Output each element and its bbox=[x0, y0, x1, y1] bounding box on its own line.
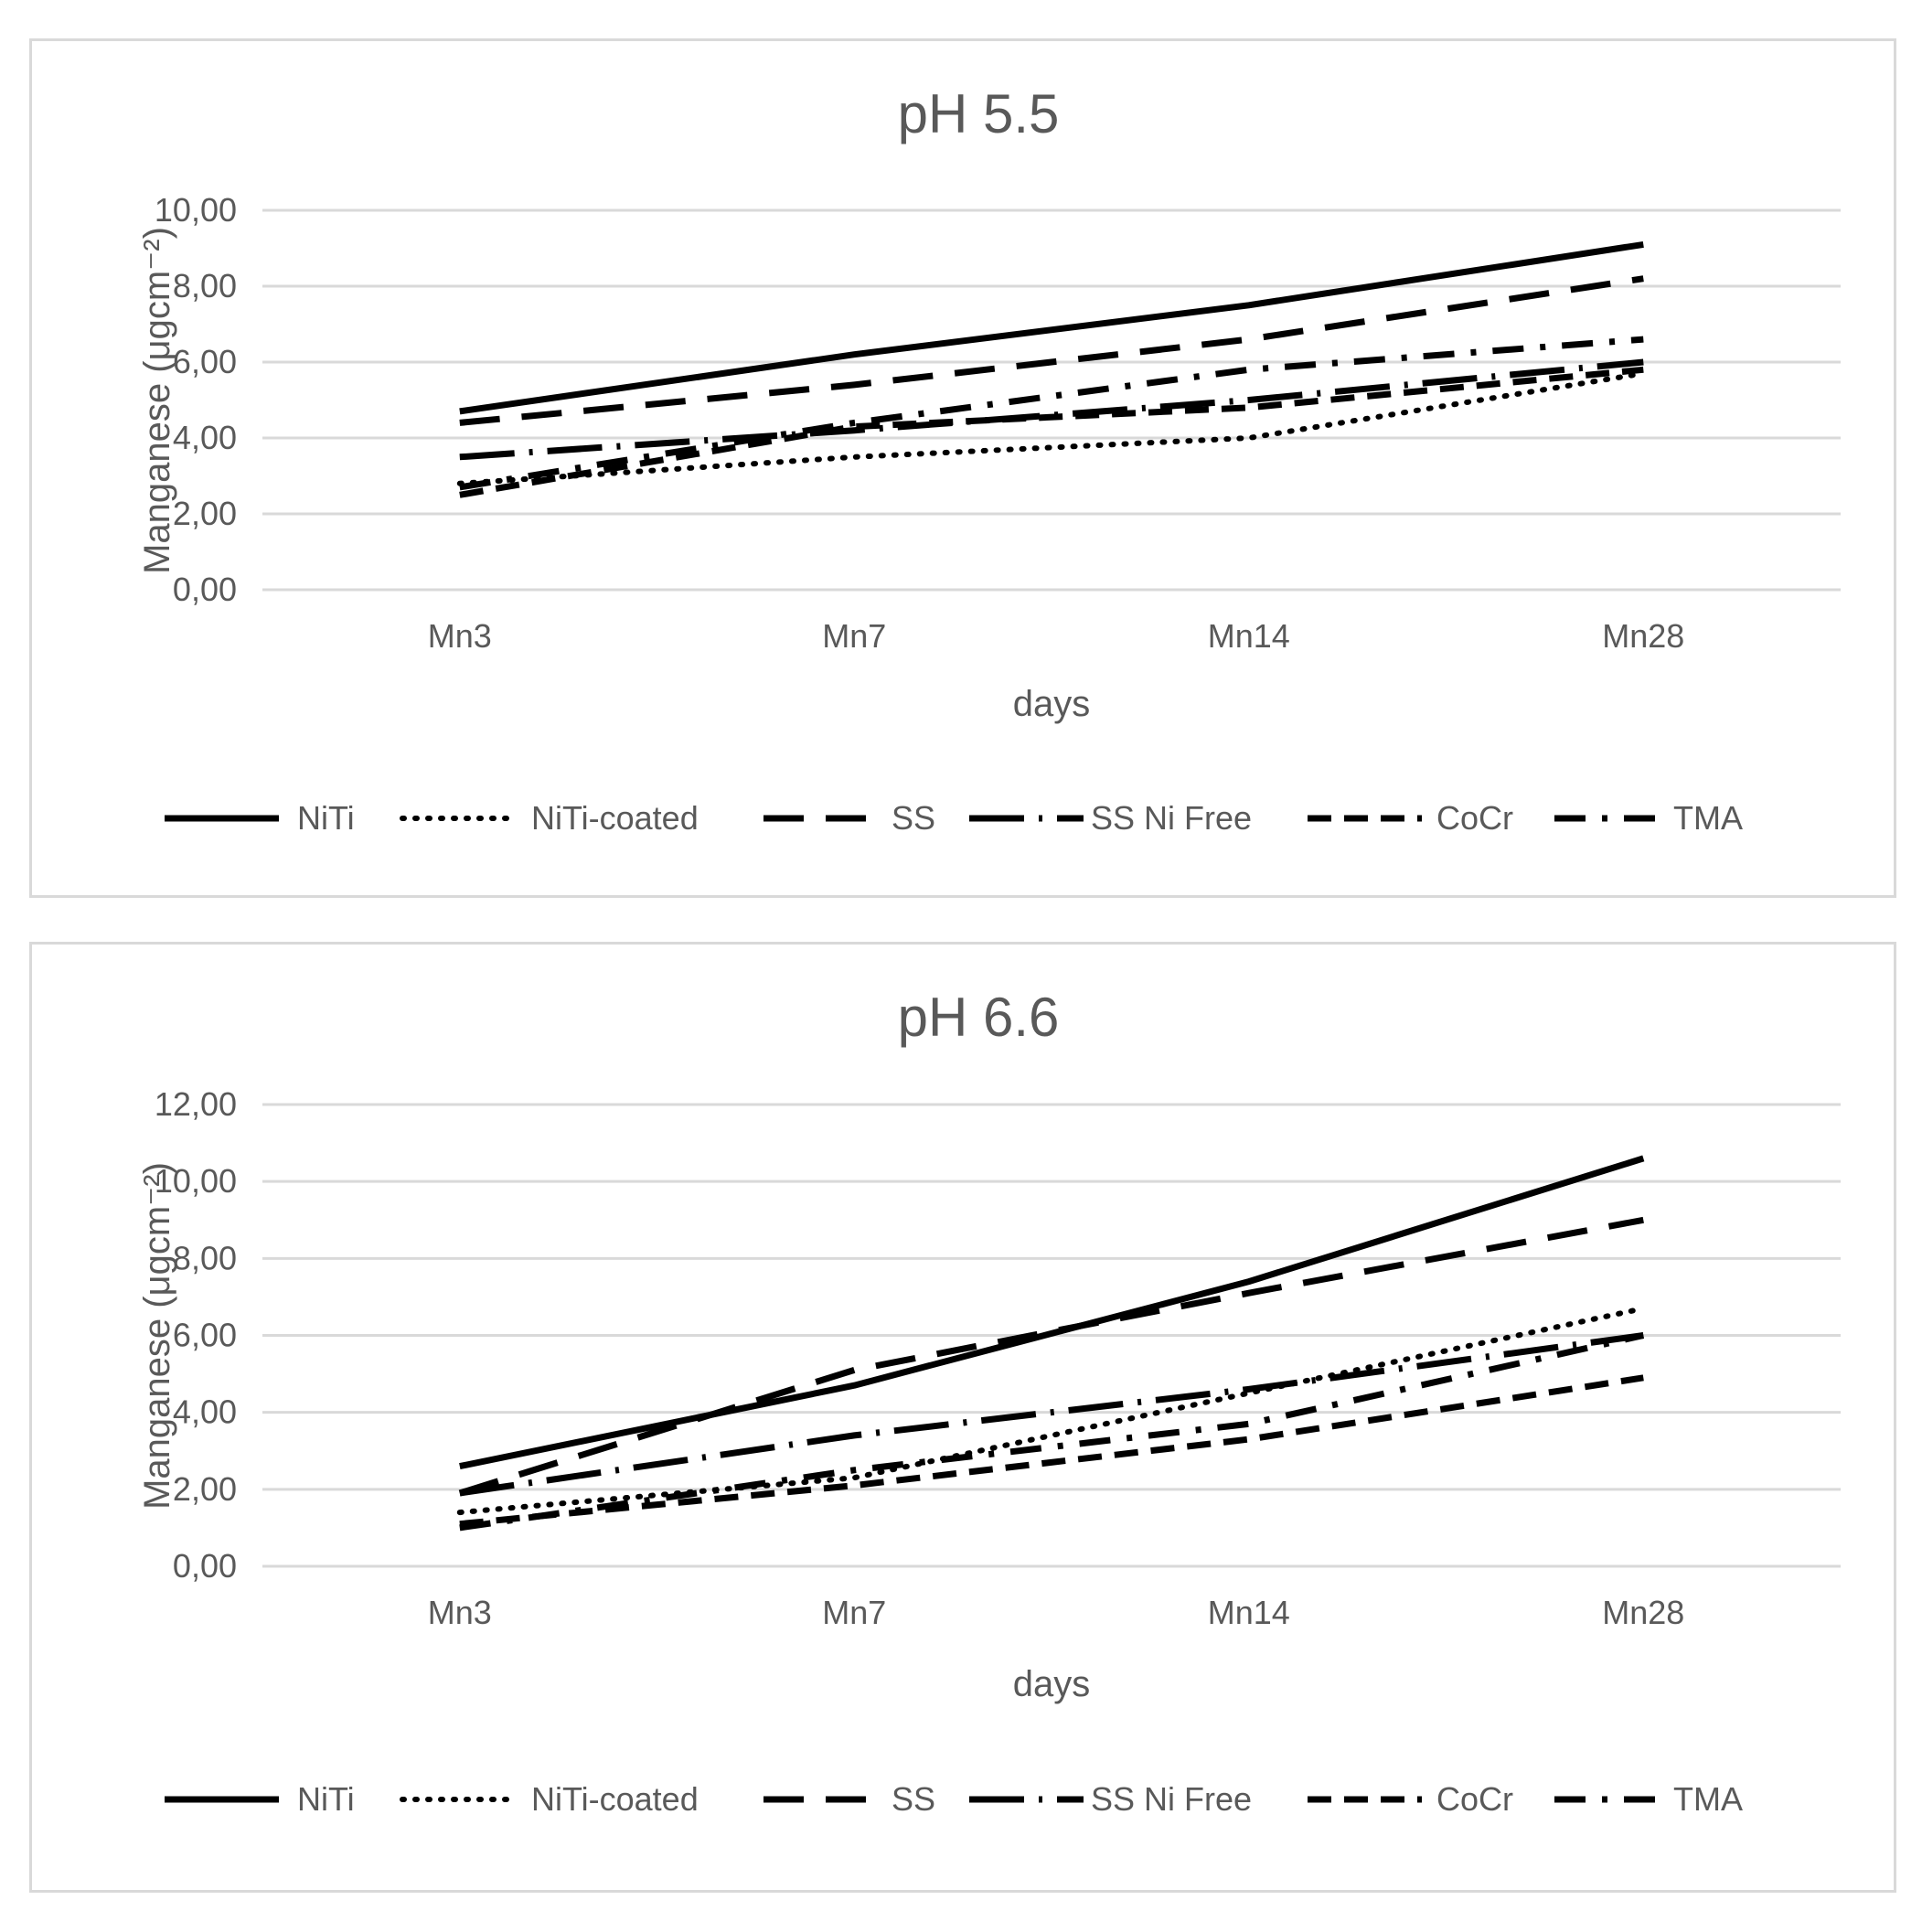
y-tick-label: 6,00 bbox=[173, 1317, 237, 1354]
series-line-cocr bbox=[459, 366, 1644, 498]
y-tick-label: 10,00 bbox=[155, 1162, 237, 1200]
series-line-tma bbox=[459, 1332, 1645, 1532]
series-line-ss bbox=[459, 275, 1644, 426]
y-tick-label: 4,00 bbox=[173, 419, 237, 456]
legend-label: SS Ni Free bbox=[1091, 1780, 1252, 1818]
series-line-niti bbox=[459, 1155, 1645, 1470]
chart-ph66: pH 6.6 0,00 2,00 4,00 6,00 8,00 10,00 12,00 Mn3 M… bbox=[137, 987, 1841, 1818]
series-line-niti bbox=[459, 240, 1644, 415]
y-axis-label: Manganese (μgcm⁻²) bbox=[137, 227, 177, 574]
x-tick-label: Mn28 bbox=[1602, 1594, 1684, 1631]
legend-label: NiTi bbox=[297, 1780, 355, 1818]
legend-label: CoCr bbox=[1436, 1780, 1513, 1818]
legend-label: NiTi-coated bbox=[531, 799, 699, 837]
y-tick-label: 6,00 bbox=[173, 343, 237, 380]
y-tick-label: 0,00 bbox=[173, 1547, 237, 1585]
series-line-ss-ni-free bbox=[459, 358, 1644, 461]
chart-panel-ph55: pH 5.5 0,00 2,00 4,00 6,00 8,00 10,00 Mn3 Mn7 Mn1… bbox=[29, 38, 1896, 898]
y-axis-label: Manganese (μgcm⁻²) bbox=[137, 1162, 177, 1510]
x-tick-label: Mn7 bbox=[822, 1594, 886, 1631]
y-tick-label: 8,00 bbox=[173, 1239, 237, 1276]
legend-label: SS bbox=[892, 1780, 935, 1818]
legend-label: TMA bbox=[1673, 799, 1743, 837]
x-tick-label: Mn28 bbox=[1602, 617, 1684, 655]
chart-title: pH 5.5 bbox=[898, 83, 1060, 144]
series-line-niti-coated bbox=[456, 370, 1647, 486]
series-line-tma bbox=[459, 336, 1644, 491]
y-tick-label: 12,00 bbox=[155, 1085, 237, 1123]
legend-label: SS Ni Free bbox=[1091, 799, 1252, 837]
y-tick-label: 8,00 bbox=[173, 267, 237, 304]
x-tick-label: Mn7 bbox=[822, 617, 886, 655]
y-tick-label: 2,00 bbox=[173, 1470, 237, 1508]
legend-label: NiTi-coated bbox=[531, 1780, 699, 1818]
legend-label: TMA bbox=[1673, 1780, 1743, 1818]
legend-label: SS bbox=[892, 799, 935, 837]
y-tick-label: 2,00 bbox=[173, 495, 237, 532]
x-axis-label: days bbox=[1013, 684, 1091, 724]
legend-label: CoCr bbox=[1436, 799, 1513, 837]
series-line-cocr bbox=[459, 1374, 1644, 1528]
x-tick-label: Mn3 bbox=[428, 1594, 492, 1631]
series-line-niti-coated bbox=[456, 1306, 1647, 1516]
series-line-ss-ni-free bbox=[459, 1332, 1644, 1497]
x-tick-label: Mn14 bbox=[1208, 1594, 1290, 1631]
x-tick-label: Mn14 bbox=[1208, 617, 1290, 655]
legend-label: NiTi bbox=[297, 799, 355, 837]
x-tick-label: Mn3 bbox=[428, 617, 492, 655]
x-axis-label: days bbox=[1013, 1664, 1091, 1704]
chart-panel-ph66: pH 6.6 0,00 2,00 4,00 6,00 8,00 10,00 12,00 Mn3 M… bbox=[29, 942, 1896, 1893]
chart-ph55: pH 5.5 0,00 2,00 4,00 6,00 8,00 10,00 Mn3 Mn7 Mn1… bbox=[137, 83, 1841, 837]
y-tick-label: 10,00 bbox=[155, 191, 237, 229]
series-line-ss bbox=[458, 1216, 1644, 1497]
y-tick-label: 0,00 bbox=[173, 571, 237, 608]
y-tick-label: 4,00 bbox=[173, 1393, 237, 1431]
chart-title: pH 6.6 bbox=[898, 987, 1060, 1048]
